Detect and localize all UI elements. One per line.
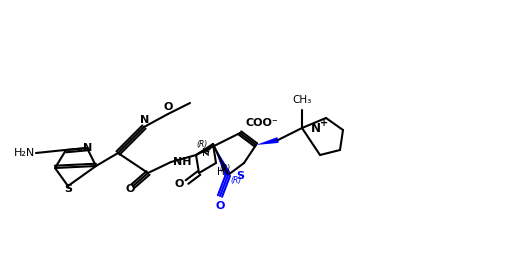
Text: S: S (64, 184, 72, 194)
Text: +: + (320, 118, 328, 128)
Text: O: O (215, 201, 224, 211)
Text: O: O (163, 102, 173, 112)
Text: O: O (125, 184, 135, 194)
Text: (R): (R) (230, 175, 241, 185)
Text: N: N (311, 122, 321, 134)
Text: O: O (174, 179, 184, 189)
Text: H: H (202, 148, 210, 158)
Text: S: S (236, 171, 244, 181)
Text: N: N (140, 115, 150, 125)
Text: (R): (R) (219, 164, 230, 173)
Text: H: H (217, 167, 225, 177)
Text: (R): (R) (197, 140, 208, 149)
Text: H₂N: H₂N (14, 148, 35, 158)
Polygon shape (256, 137, 279, 145)
Text: NH: NH (173, 157, 191, 167)
Polygon shape (213, 144, 231, 176)
Text: COO⁻: COO⁻ (245, 118, 278, 128)
Text: CH₃: CH₃ (293, 95, 312, 105)
Text: N: N (84, 143, 93, 153)
